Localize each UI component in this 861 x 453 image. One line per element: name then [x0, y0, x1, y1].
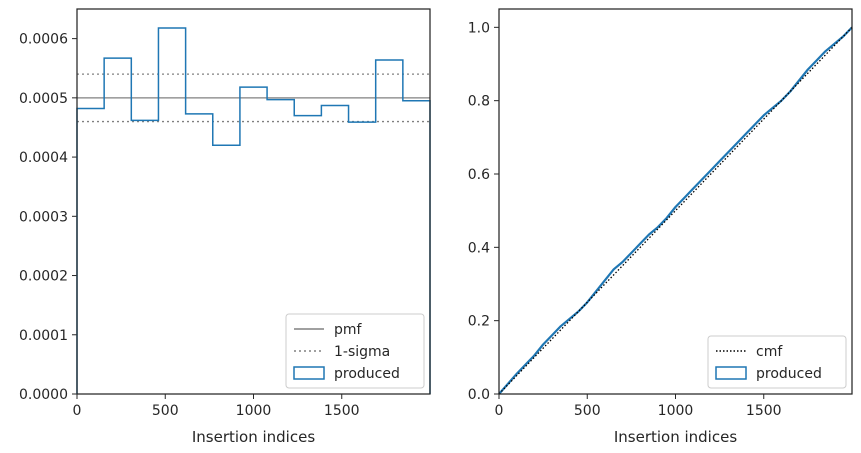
x-tick-label: 1000	[658, 403, 694, 419]
histogram-bar	[213, 145, 240, 394]
y-tick-label: 0.0005	[19, 91, 68, 107]
y-tick-label: 0.0006	[19, 32, 68, 48]
axes-frame	[76, 8, 431, 395]
x-tick-label: 500	[152, 403, 179, 419]
histogram-bar	[158, 28, 185, 394]
x-tick-label: 0	[495, 403, 504, 419]
legend-swatch-produced	[715, 366, 747, 380]
x-axis-label: Insertion indices	[192, 428, 315, 446]
x-tick-label: 0	[73, 403, 82, 419]
histogram-bar	[104, 58, 131, 394]
histogram-bar	[77, 109, 104, 394]
y-tick-label: 0.0002	[19, 269, 68, 285]
cdf-panel: 0 500 1000 1500 0.0 0.2 0.4 0.6 0.8 1.0 Insertion …	[468, 8, 853, 446]
y-tick-label: 0.8	[468, 94, 490, 110]
legend-label-produced: produced	[334, 366, 400, 382]
y-tick-label: 0.2	[468, 314, 490, 330]
y-tick-label: 0.0001	[19, 328, 68, 344]
y-tick-label: 0.0	[468, 387, 490, 403]
y-tick-label: 0.0000	[19, 387, 68, 403]
y-tick-label: 0.0004	[19, 150, 68, 166]
legend-swatch-produced	[293, 366, 325, 380]
histogram-bar	[186, 114, 213, 394]
histogram-step-series	[76, 27, 431, 394]
x-tick-label: 500	[574, 403, 601, 419]
histogram-bar	[240, 87, 267, 394]
cmf-line	[498, 26, 853, 395]
histogram-panel: 0 500 1000 1500 0.0000 0.0001 0.0002 0.0003 0.00…	[19, 8, 431, 446]
legend-box	[285, 313, 425, 389]
axes-frame	[498, 8, 853, 395]
legend-box	[707, 335, 847, 389]
legend-label-produced: produced	[756, 366, 822, 382]
y-tick-label: 0.4	[468, 240, 490, 256]
y-tick-label: 0.0003	[19, 209, 68, 225]
y-tick-label: 1.0	[468, 20, 490, 36]
legend-label-sigma: 1-sigma	[334, 344, 390, 360]
x-axis-label: Insertion indices	[614, 428, 737, 446]
x-tick-label: 1500	[746, 403, 782, 419]
produced-cdf-line	[498, 26, 853, 395]
legend-label-cmf: cmf	[756, 344, 783, 360]
x-tick-label: 1500	[324, 403, 360, 419]
histogram-bar	[131, 120, 158, 394]
legend-label-pmf: pmf	[334, 322, 363, 338]
y-tick-label: 0.6	[468, 167, 490, 183]
x-tick-label: 1000	[236, 403, 272, 419]
